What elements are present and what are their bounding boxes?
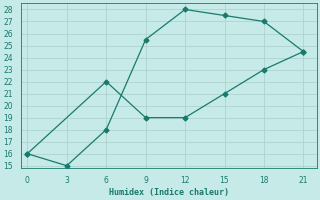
X-axis label: Humidex (Indice chaleur): Humidex (Indice chaleur) [108,188,228,197]
